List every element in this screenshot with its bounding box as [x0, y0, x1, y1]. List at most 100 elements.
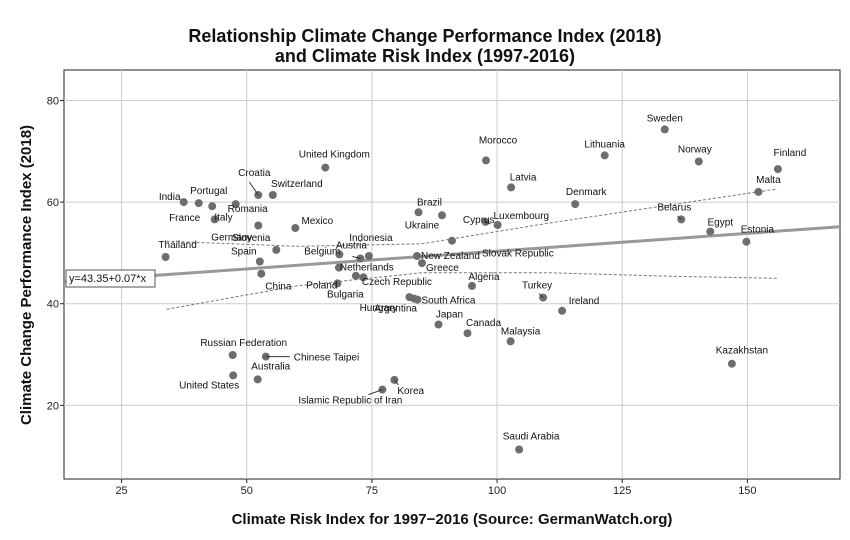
point-finland	[773, 165, 782, 174]
point-slovak-republic	[448, 236, 456, 245]
point-norway	[694, 157, 703, 166]
label-south-africa: South Africa	[422, 296, 476, 307]
x-tick-label: 100	[488, 485, 506, 497]
point-greece	[418, 259, 426, 268]
label-spain: Spain	[231, 247, 257, 258]
point-argentina	[410, 294, 418, 303]
label-denmark: Denmark	[566, 187, 608, 198]
label-canada: Canada	[466, 318, 501, 329]
label-australia: Australia	[251, 361, 290, 372]
point-algeria	[468, 281, 476, 290]
label-india: India	[159, 192, 181, 203]
point-czech-republic	[351, 271, 360, 280]
label-germany: Germany	[211, 233, 252, 244]
leader-islamic-republic-of-iran	[368, 389, 383, 396]
point-australia	[253, 375, 262, 384]
label-finland: Finland	[773, 148, 806, 159]
point-estonia	[742, 237, 751, 246]
point-sweden	[660, 125, 669, 134]
x-tick-label: 50	[241, 485, 253, 497]
label-cyprus: Cyprus	[463, 215, 495, 226]
confidence-bands	[166, 188, 778, 310]
equation-box	[65, 269, 156, 288]
leader-belarus	[676, 215, 682, 220]
label-morocco: Morocco	[479, 135, 518, 146]
label-hungary: Hungary	[360, 303, 398, 314]
label-ireland: Ireland	[569, 296, 600, 307]
y-tick-label: 60	[47, 197, 59, 209]
label-luxembourg: Luxembourg	[494, 211, 550, 222]
point-romania	[231, 200, 240, 209]
leader-croatia	[248, 181, 259, 196]
point-india	[179, 198, 188, 207]
point-bulgaria	[333, 279, 342, 288]
label-latvia: Latvia	[510, 172, 537, 183]
point-egypt	[706, 227, 715, 236]
gridlines	[64, 70, 840, 479]
plot-area	[63, 69, 841, 480]
label-netherlands: Netherlands	[340, 263, 394, 274]
label-algeria: Algeria	[468, 272, 500, 283]
leader-luxembourg	[485, 221, 491, 225]
label-poland: Poland	[306, 280, 337, 291]
point-poland	[359, 273, 368, 282]
y-tick-label: 20	[47, 400, 59, 412]
x-tick-label: 125	[613, 485, 631, 497]
point-netherlands	[334, 263, 343, 272]
label-russian-federation: Russian Federation	[200, 338, 287, 349]
label-france: France	[169, 213, 201, 224]
point-italy	[210, 215, 219, 224]
point-mexico	[291, 224, 300, 232]
label-mexico: Mexico	[301, 216, 333, 227]
point-brazil	[414, 208, 423, 217]
leader-korea	[394, 379, 399, 386]
point-portugal	[194, 199, 203, 208]
point-morocco	[482, 156, 490, 165]
label-croatia: Croatia	[238, 168, 271, 179]
point-slovenia	[272, 245, 281, 254]
point-austria	[335, 250, 344, 259]
label-italy: Italy	[214, 212, 232, 223]
label-chinese-taipei: Chinese Taipei	[294, 353, 359, 364]
y-tick-label: 40	[47, 299, 59, 311]
point-canada	[463, 329, 472, 338]
label-indonesia: Indonesia	[349, 233, 393, 244]
x-tick-label: 150	[738, 485, 756, 497]
point-saudi-arabia	[515, 445, 524, 454]
label-united-states: United States	[179, 380, 239, 391]
point-indonesia	[364, 252, 373, 260]
point-lithuania	[600, 151, 609, 160]
label-china: China	[265, 282, 292, 293]
point-labels: Sweden Lithuania Norway Finland Morocco Unite…	[158, 113, 806, 442]
label-norway: Norway	[678, 145, 712, 156]
label-islamic-republic-of-iran: Islamic Republic of Iran	[298, 396, 402, 407]
x-tick-label: 75	[366, 485, 378, 497]
x-axis-label: Climate Risk Index for 1997−2016 (Source…	[232, 511, 673, 528]
point-japan	[434, 320, 443, 329]
regression-equation: y=43.35+0.07*x	[69, 273, 147, 285]
label-lithuania: Lithuania	[584, 139, 625, 150]
leader-belgium	[352, 256, 361, 259]
label-kazakhstan: Kazakhstan	[716, 346, 768, 357]
point-france	[208, 202, 217, 211]
point-united-kingdom	[321, 163, 330, 172]
data-points	[161, 125, 782, 454]
regression-line-group	[63, 225, 841, 284]
label-turkey: Turkey	[522, 281, 552, 292]
label-greece: Greece	[426, 263, 459, 274]
point-germany	[254, 221, 263, 230]
axis-ticks: 25 50 75 100 125 150 20 40 60 80	[47, 95, 757, 497]
ci-lower-curve	[166, 272, 778, 310]
label-bulgaria: Bulgaria	[327, 289, 364, 300]
label-romania: Romania	[228, 204, 268, 215]
label-united-kingdom: United Kingdom	[299, 150, 370, 161]
label-korea: Korea	[397, 386, 424, 397]
point-denmark	[571, 200, 580, 209]
label-malaysia: Malaysia	[501, 326, 541, 337]
label-malta: Malta	[756, 175, 781, 186]
y-tick-label: 80	[47, 95, 59, 107]
label-belarus: Belarus	[657, 202, 691, 213]
label-czech-republic: Czech Republic	[362, 277, 432, 288]
label-japan: Japan	[436, 310, 463, 321]
